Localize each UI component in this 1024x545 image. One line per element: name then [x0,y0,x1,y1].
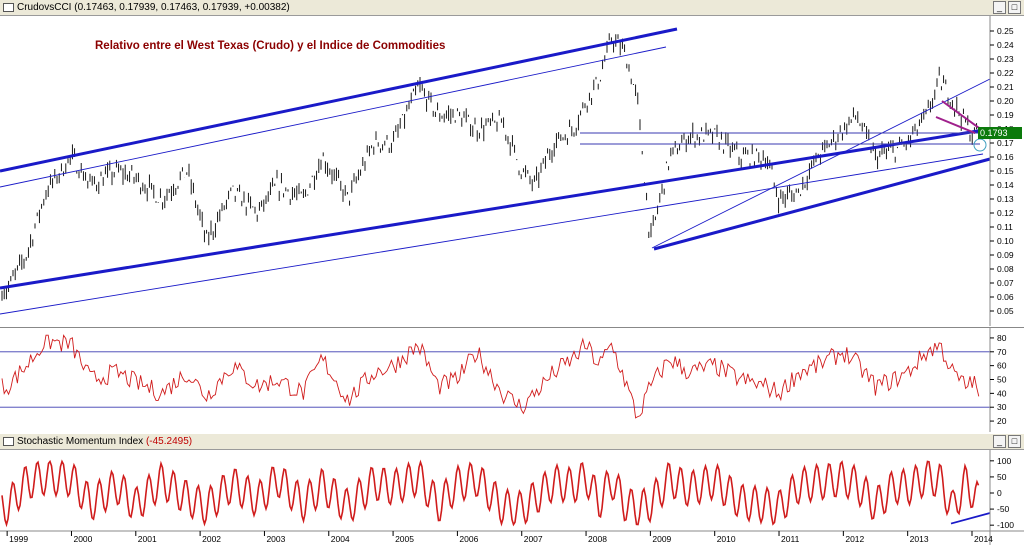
price-chart: Relativo entre el West Texas (Crudo) y e… [0,16,1024,326]
x-tick-label: 2010 [717,534,736,544]
x-tick-label: 2005 [395,534,414,544]
x-tick-label: 2000 [73,534,92,544]
x-tick-label: 2001 [138,534,157,544]
price-y-tick-label: 0.22 [997,68,1014,78]
price-y-tick-label: 0.14 [997,180,1014,190]
price-y-tick-label: 0.12 [997,208,1014,218]
price-y-tick-label: 0.08 [997,264,1014,274]
rsi-series [1,334,980,419]
panel-window-icon [3,3,14,12]
stochastic-y-tick-label: 0 [997,488,1002,498]
maximize-button[interactable]: □ [1008,1,1021,14]
rsi-y-tick-label: 30 [997,402,1007,412]
stochastic-y-tick-label: -100 [997,520,1014,530]
price-panel-symbol: CrudovsCCI [17,2,72,13]
last-value-badge: 0.1793 [978,127,1022,139]
x-tick-label: 2007 [524,534,543,544]
rsi-panel: 20 30 40 50 60 70 80 [0,327,1024,432]
price-y-tick-label: 0.06 [997,292,1014,302]
stochastic-trend-line [950,512,991,525]
price-panel: CrudovsCCI (0.17463, 0.17939, 0.17463, 0… [0,0,1024,326]
price-y-tick-label: 0.09 [997,250,1014,260]
stochastic-y-tick-label: -50 [997,504,1010,514]
rsi-y-tick-label: 20 [997,416,1007,426]
price-y-tick-label: 0.20 [997,96,1014,106]
price-panel-ohlc-values: (0.17463, 0.17939, 0.17463, 0.17939, +0.… [74,2,290,13]
panel-window-icon [3,437,14,446]
price-y-tick-label: 0.21 [997,82,1014,92]
rsi-y-tick-label: 40 [997,388,1007,398]
stochastic-panel-name: Stochastic Momentum Index [17,436,144,447]
x-tick-label: 2004 [331,534,350,544]
lower-support-line [653,157,991,251]
upper-channel-inner-line [0,46,667,188]
rsi-y-tick-label: 60 [997,361,1007,371]
stochastic-panel: Stochastic Momentum Index (-45.2495) _ □… [0,434,1024,545]
price-y-tick-label: 0.23 [997,54,1014,64]
x-tick-label: 2014 [974,534,993,544]
x-tick-label: 2002 [202,534,221,544]
price-y-tick-label: 0.10 [997,236,1014,246]
rsi-y-tick-label: 80 [997,333,1007,343]
price-plot-background [0,16,1024,326]
rsi-chart: 20 30 40 50 60 70 80 [0,327,1024,432]
price-panel-title: CrudovsCCI (0.17463, 0.17939, 0.17463, 0… [17,0,290,16]
x-tick-label: 2008 [588,534,607,544]
highlight-circle [973,138,987,152]
price-series [1,33,980,301]
stochastic-panel-title: Stochastic Momentum Index (-45.2495) [17,434,192,450]
stochastic-y-tick-label: 50 [997,472,1007,482]
price-y-tick-label: 0.15 [997,166,1014,176]
chart-title: Relativo entre el West Texas (Crudo) y e… [95,40,445,52]
x-tick-label: 2009 [652,534,671,544]
price-y-tick-label: 0.24 [997,40,1014,50]
minimize-button[interactable]: _ [993,1,1006,14]
price-y-tick-label: 0.17 [997,138,1014,148]
x-tick-label: 2013 [910,534,929,544]
price-y-tick-label: 0.11 [997,222,1013,232]
price-y-tick-label: 0.05 [997,306,1014,316]
price-y-tick-label: 0.25 [997,26,1014,36]
price-y-tick-label: 0.16 [997,152,1014,162]
x-tick-label: 2012 [845,534,864,544]
x-tick-label: 2006 [459,534,478,544]
recent-channel-inner-line [651,78,991,249]
stochastic-series [1,459,980,528]
stochastic-chart: -100 -50 0 50 100 1999 2000 2001 2002 2003 2004 200… [0,450,1024,545]
rsi-plot-background [0,327,1024,432]
downtrend-short-line [935,116,976,134]
x-tick-label: 2003 [266,534,285,544]
x-tick-label: 1999 [9,534,28,544]
x-tick-label: 2011 [781,534,800,544]
price-panel-titlebar: CrudovsCCI (0.17463, 0.17939, 0.17463, 0… [0,0,1024,16]
stochastic-panel-value: (-45.2495) [145,436,193,447]
middle-channel-inner-line [0,153,984,315]
rsi-y-tick-label: 70 [997,347,1007,357]
minimize-button[interactable]: _ [993,435,1006,448]
rsi-y-tick-label: 50 [997,375,1007,385]
price-y-tick-label: 0.07 [997,278,1014,288]
maximize-button[interactable]: □ [1008,435,1021,448]
stochastic-panel-titlebar: Stochastic Momentum Index (-45.2495) _ □ [0,434,1024,450]
middle-channel-line [0,127,991,290]
price-y-tick-label: 0.13 [997,194,1014,204]
stochastic-y-tick-label: 100 [997,456,1011,466]
price-y-tick-label: 0.19 [997,110,1014,120]
upper-channel-line [0,27,678,173]
